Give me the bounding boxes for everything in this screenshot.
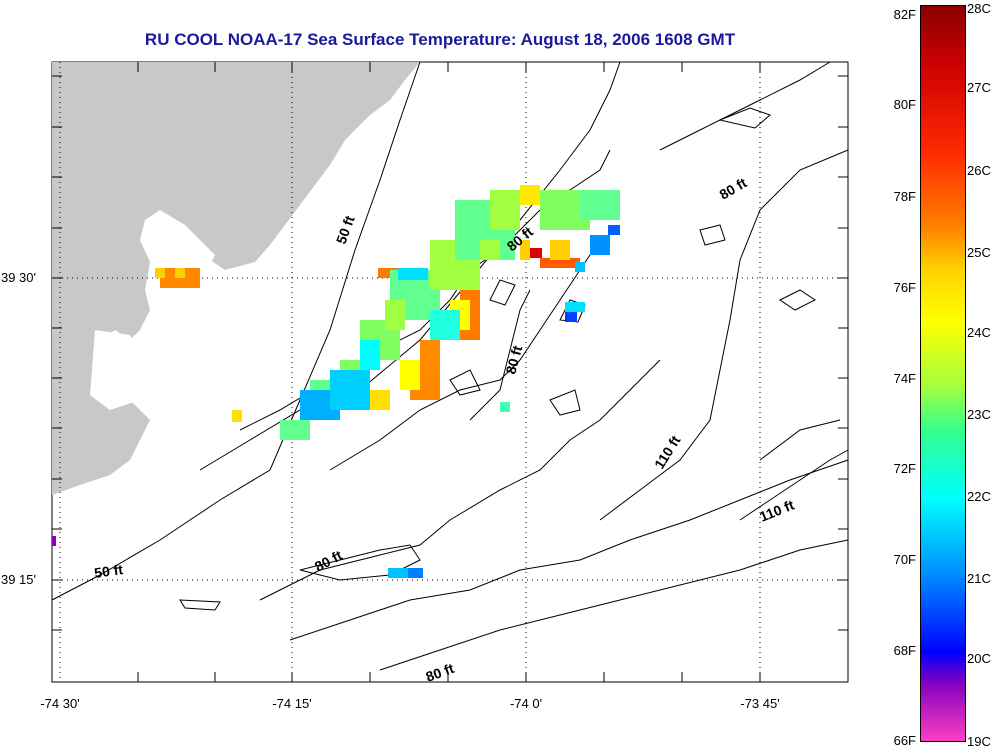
colorbar-f-label: 66F	[893, 733, 916, 748]
sst-pixels-warm	[155, 248, 580, 400]
colorbar-c-label: 19C	[967, 734, 991, 749]
colorbar-f-label: 68F	[893, 643, 916, 658]
colorbar-c-label: 22C	[967, 489, 991, 504]
x-tick-label: -74 30'	[40, 696, 80, 711]
colorbar-f-label: 82F	[893, 7, 916, 22]
map-title: RU COOL NOAA-17 Sea Surface Temperature:…	[144, 30, 736, 49]
colorbar-f-label: 78F	[893, 189, 916, 204]
colorbar-c-label: 20C	[967, 651, 991, 666]
x-tick-label: -74 15'	[272, 696, 312, 711]
colorbar-c-label: 24C	[967, 325, 991, 340]
sst-pixels-cool	[52, 225, 620, 578]
colorbar-f-label: 80F	[893, 97, 916, 112]
colorbar-f-label: 76F	[893, 280, 916, 295]
colorbar-c-label: 23C	[967, 407, 991, 422]
colorbar-c-label: 28C	[967, 1, 991, 16]
land-area	[52, 62, 420, 460]
colorbar-f-label: 72F	[893, 461, 916, 476]
colorbar-c-label: 26C	[967, 163, 991, 178]
x-tick-label: -73 45'	[740, 696, 780, 711]
grid-lines	[52, 62, 848, 682]
colorbar-c-label: 21C	[967, 571, 991, 586]
y-tick-label: 39 15'	[0, 572, 36, 587]
contour-label-50ft-south: 50 ft	[93, 561, 124, 581]
tick-marks	[52, 62, 848, 682]
land-coast-inner-2	[90, 330, 150, 410]
colorbar-f-label: 70F	[893, 552, 916, 567]
x-tick-label: -74 0'	[509, 696, 543, 711]
land-area-south	[52, 390, 150, 495]
y-tick-label: 39 30'	[0, 270, 36, 285]
contour-label-80ft-mid: 80 ft	[502, 344, 525, 376]
temperature-colorbar	[920, 5, 966, 742]
colorbar-f-label: 74F	[893, 371, 916, 386]
colorbar-c-label: 25C	[967, 245, 991, 260]
colorbar-c-label: 27C	[967, 80, 991, 95]
